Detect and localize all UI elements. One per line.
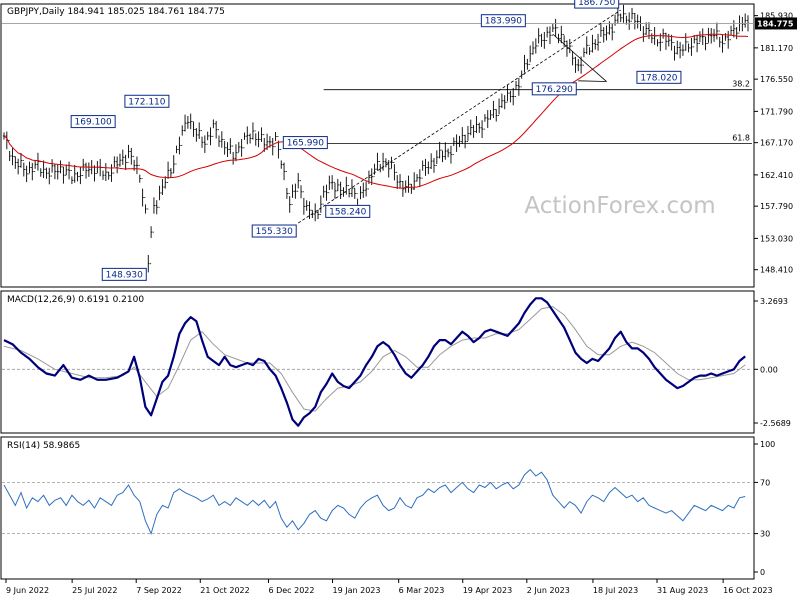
projection-line bbox=[552, 33, 607, 82]
price-y-tick-label: 181.170 bbox=[760, 44, 793, 53]
rsi-y-tick-label: 70 bbox=[760, 478, 770, 487]
x-tick-label: 2 Jun 2023 bbox=[527, 586, 570, 595]
price-y-tick-label: 167.170 bbox=[760, 139, 793, 148]
moving-average-line bbox=[3, 33, 749, 189]
price-label: 176.290 bbox=[536, 85, 573, 95]
price-label: 169.100 bbox=[75, 118, 112, 128]
price-y-tick-label: 171.790 bbox=[760, 107, 793, 116]
x-axis: 9 Jun 2022 25 Jul 2022 7 Sep 2022 21 Oct 20… bbox=[5, 579, 773, 595]
x-tick-label: 7 Sep 2022 bbox=[136, 586, 182, 595]
price-label: 158.240 bbox=[329, 207, 366, 217]
price-y-tick-label: 176.550 bbox=[760, 75, 793, 84]
current-price-tag-text: 184.775 bbox=[757, 19, 794, 28]
x-tick-label: 21 Oct 2022 bbox=[200, 586, 249, 595]
x-tick-label: 18 Jul 2023 bbox=[593, 586, 638, 595]
price-label-box bbox=[531, 82, 577, 96]
rsi-y-tick-label: 0 bbox=[760, 568, 765, 577]
price-y-tick-label: 185.930 bbox=[760, 12, 793, 21]
price-label: 186.750 bbox=[578, 0, 615, 8]
macd-group: 3.2693 0.00 -2.5689 bbox=[2, 297, 791, 428]
macd-header: MACD(12,26,9) 0.6191 0.2100 bbox=[7, 295, 144, 305]
macd-y-tick-label: 0.00 bbox=[760, 365, 778, 374]
fib-level-label: 38.2 bbox=[732, 80, 750, 89]
price-labels: 169.100 172.110 148.930 155.330 165.990 158.2… bbox=[70, 0, 682, 281]
price-panel-frame bbox=[0, 3, 755, 288]
macd-panel-frame bbox=[0, 290, 755, 434]
x-tick-label: 31 Aug 2023 bbox=[657, 586, 708, 595]
price-bars bbox=[2, 4, 750, 273]
price-label-box bbox=[574, 0, 620, 9]
price-y-tick-label: 148.410 bbox=[760, 266, 793, 275]
x-tick-label: 19 Jan 2023 bbox=[333, 586, 381, 595]
rsi-y-tick-label: 100 bbox=[760, 440, 775, 449]
price-axis: 185.930 181.170 176.550 171.790 167.170 162.4… bbox=[754, 12, 793, 275]
price-label-box bbox=[636, 70, 682, 84]
rsi-header: RSI(14) 58.9865 bbox=[7, 441, 80, 451]
x-tick-label: 25 Jul 2022 bbox=[72, 586, 117, 595]
x-tick-label: 6 Dec 2022 bbox=[268, 586, 314, 595]
macd-y-tick-label: -2.5689 bbox=[760, 419, 791, 428]
price-y-tick-label: 157.790 bbox=[760, 202, 793, 211]
trend-line-dashed bbox=[297, 9, 621, 224]
price-label: 155.330 bbox=[256, 227, 293, 237]
price-label-box bbox=[325, 204, 371, 218]
price-y-tick-label: 153.030 bbox=[760, 234, 793, 243]
price-label-box bbox=[251, 224, 297, 238]
watermark: ActionForex.com bbox=[524, 193, 715, 219]
price-label: 183.990 bbox=[485, 17, 522, 27]
macd-line bbox=[3, 297, 746, 427]
rsi-y-tick-label: 30 bbox=[760, 530, 770, 539]
current-price-tag bbox=[755, 17, 797, 30]
price-label-box bbox=[480, 14, 526, 28]
price-label: 148.930 bbox=[106, 270, 143, 280]
price-label-box bbox=[101, 267, 147, 281]
macd-y-tick-label: 3.2693 bbox=[760, 297, 788, 306]
price-label: 165.990 bbox=[287, 139, 324, 149]
rsi-line bbox=[3, 468, 746, 536]
projection-line bbox=[578, 80, 607, 82]
rsi-panel-frame bbox=[0, 436, 755, 580]
x-tick-label: 16 Oct 2023 bbox=[723, 586, 772, 595]
price-y-tick-label: 162.410 bbox=[760, 171, 793, 180]
price-label-box bbox=[282, 136, 328, 150]
price-label-box bbox=[70, 115, 116, 129]
price-header: GBPJPY,Daily 184.941 185.025 184.761 184… bbox=[7, 7, 225, 17]
x-tick-label: 9 Jun 2022 bbox=[6, 586, 49, 595]
price-label-box bbox=[124, 94, 170, 108]
fib-level-label: 61.8 bbox=[732, 134, 750, 143]
rsi-group: 100 70 30 0 bbox=[2, 440, 775, 577]
price-extras: 184.775 38.2 61.8 bbox=[2, 9, 797, 224]
x-tick-label: 6 Mar 2023 bbox=[399, 586, 445, 595]
x-tick-label: 19 Apr 2023 bbox=[463, 586, 512, 595]
price-label: 178.020 bbox=[640, 73, 677, 83]
price-label: 172.110 bbox=[128, 97, 165, 107]
